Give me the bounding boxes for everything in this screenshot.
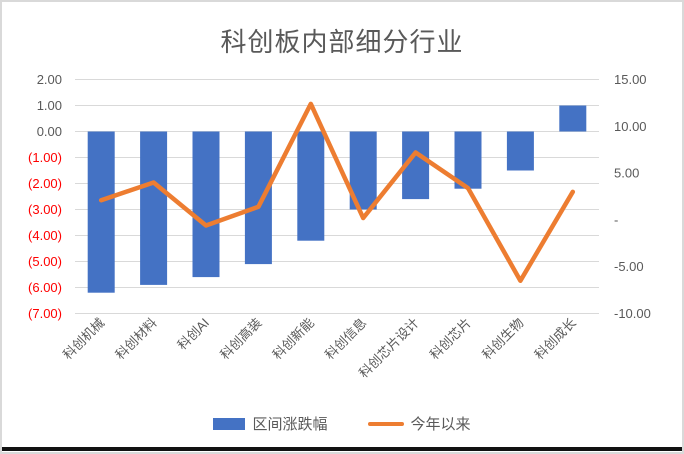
bar-0	[87, 131, 115, 293]
right-axis-tick: 15.00	[614, 72, 647, 87]
legend-label-bar-series: 区间涨跌幅	[252, 416, 328, 433]
line-series	[98, 101, 576, 283]
chart-title: 科创板内部细分行业	[220, 27, 464, 57]
left-axis-tick: (1.00)	[28, 150, 62, 165]
line-series-swatch-icon	[367, 421, 404, 426]
left-axis-tick: (7.00)	[28, 306, 62, 321]
legend-item-bar-series: 区间涨跌幅	[213, 413, 328, 434]
legend-item-line-series: 今年以来	[367, 413, 471, 434]
category-label-2: 科创AI	[174, 315, 212, 353]
right-axis-tick: 5.00	[614, 166, 639, 181]
left-axis-tick: (3.00)	[28, 202, 62, 217]
left-axis-tick: (5.00)	[28, 254, 62, 269]
bar-1	[140, 131, 168, 285]
bar-7	[454, 131, 482, 189]
bar-series-swatch-icon	[213, 417, 246, 430]
category-label-5: 科创信息	[322, 315, 369, 362]
category-label-1: 科创材料	[112, 315, 159, 362]
right-axis-tick: 10.00	[614, 119, 647, 134]
right-axis-tick: -	[614, 212, 618, 227]
left-axis-tick: 2.00	[37, 72, 62, 87]
chart-legend: 区间涨跌幅 今年以来	[2, 413, 682, 434]
bar-3	[244, 131, 272, 265]
window-bottom-edge	[2, 447, 682, 451]
bar-9	[559, 105, 587, 132]
left-axis-tick: 1.00	[37, 98, 62, 113]
left-axis-tick: (6.00)	[28, 280, 62, 295]
right-axis-tick: -5.00	[614, 259, 644, 274]
left-axis-tick: 0.00	[37, 124, 62, 139]
bar-4	[297, 131, 325, 241]
left-axis-tick: (2.00)	[28, 176, 62, 191]
category-label-7: 科创芯片	[427, 315, 474, 362]
bar-2	[192, 131, 220, 278]
category-label-0: 科创机械	[60, 315, 107, 362]
right-axis-tick: -10.00	[614, 306, 651, 321]
legend-label-line-series: 今年以来	[410, 416, 471, 433]
bar-8	[506, 131, 534, 171]
left-axis-tick: (4.00)	[28, 228, 62, 243]
category-label-8: 科创生物	[479, 315, 526, 362]
category-label-4: 科创新能	[270, 315, 317, 362]
category-label-9: 科创成长	[532, 315, 579, 362]
category-label-3: 科创高装	[217, 315, 264, 362]
